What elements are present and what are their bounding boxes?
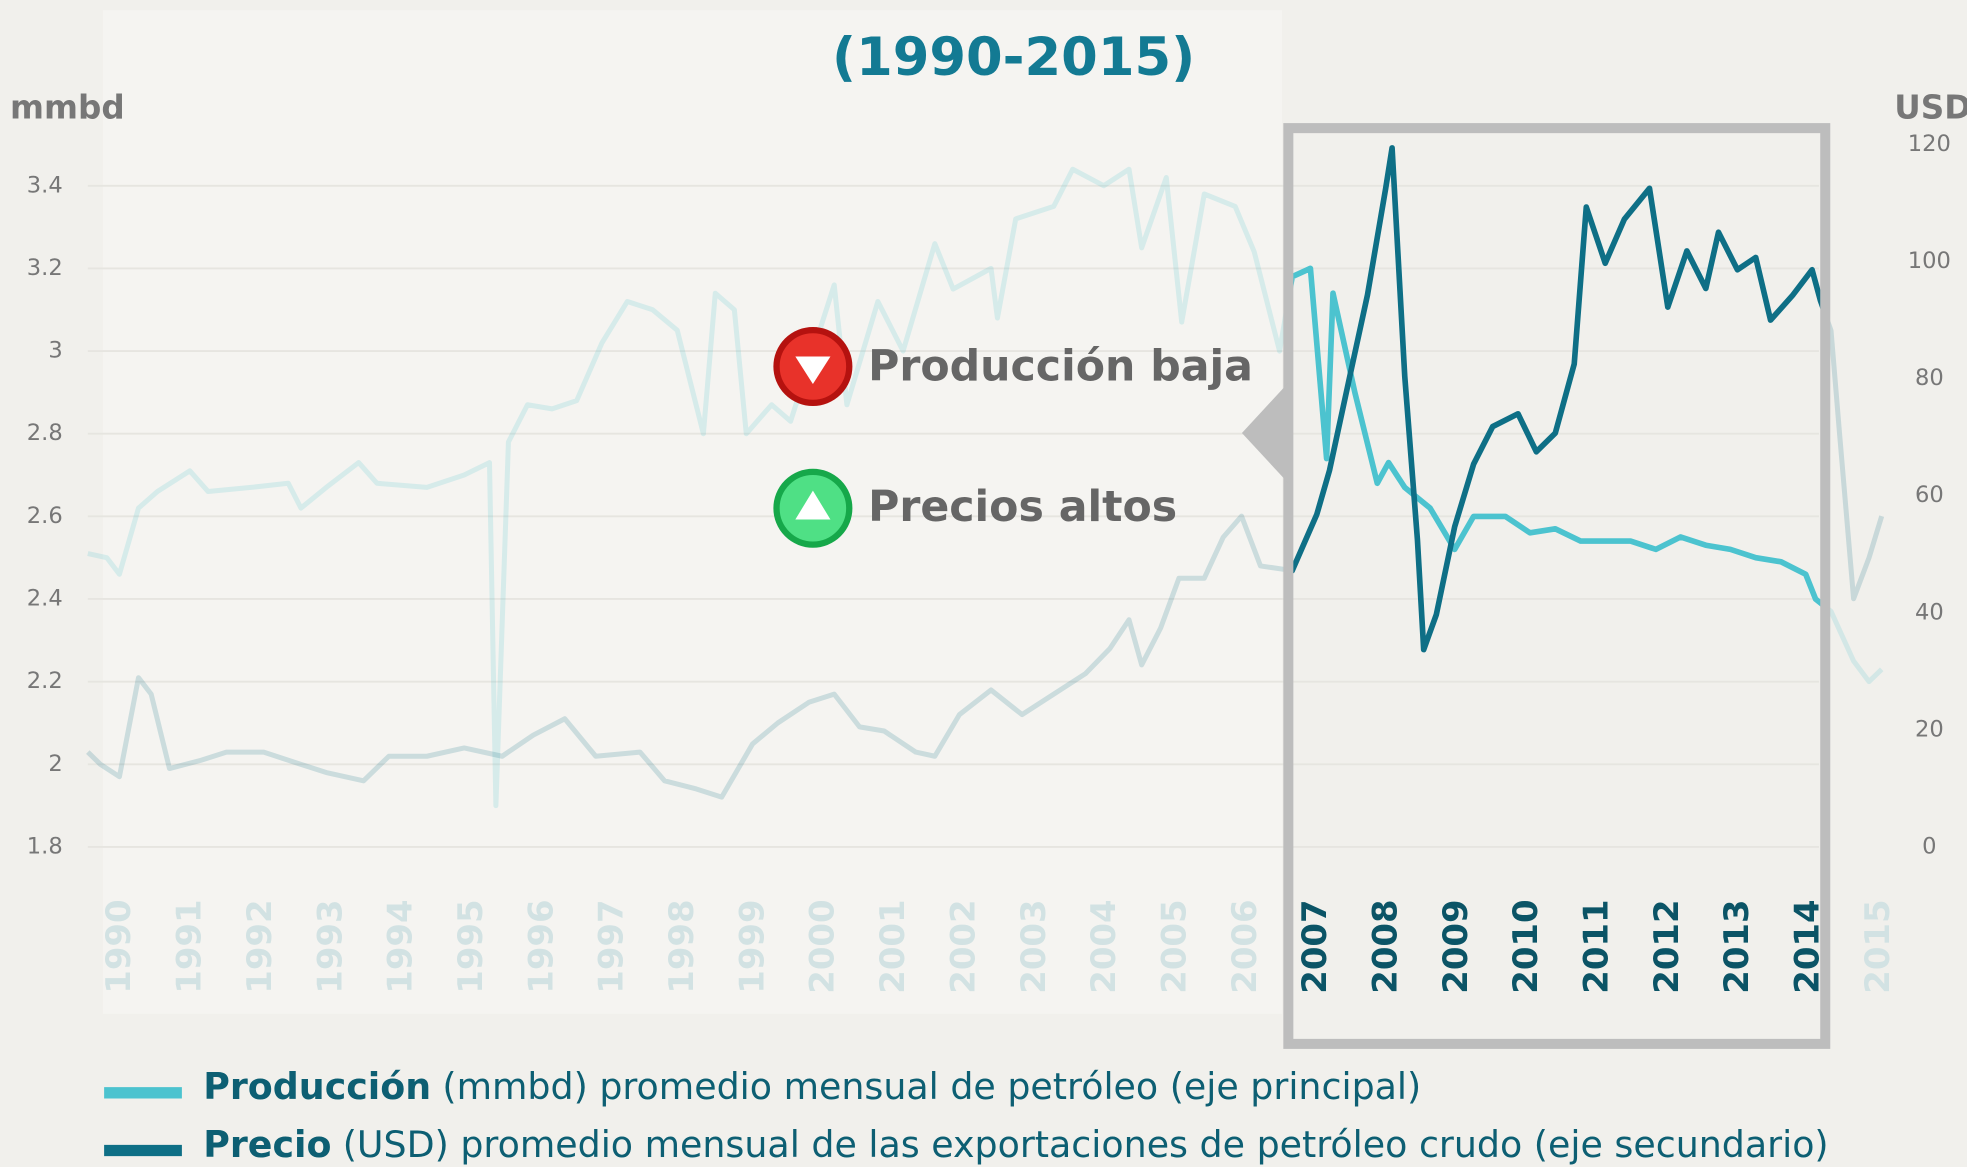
x-tick-label: 2015	[1858, 899, 1897, 993]
legend-name: Producción	[203, 1065, 431, 1108]
legend-text: (USD) promedio mensual de las exportacio…	[343, 1123, 1829, 1166]
x-tick-label: 1994	[381, 899, 420, 993]
y-tick-label: 2.4	[27, 585, 63, 611]
x-tick-label: 2002	[943, 899, 982, 993]
x-tick-label: 1996	[521, 899, 560, 993]
highlight-box	[1283, 123, 1831, 1049]
y-tick-label: 2.2	[27, 668, 63, 694]
x-tick-label: 2010	[1506, 899, 1545, 993]
legend-entry: Precio (USD) promedio mensual de las expo…	[203, 1123, 1828, 1166]
legend-name: Precio	[203, 1123, 331, 1166]
x-tick-label: 1998	[662, 899, 701, 993]
x-tick-label: 1991	[170, 899, 209, 993]
y-axis-label: mmbd	[10, 88, 125, 126]
x-tick-label: 2012	[1647, 899, 1686, 993]
y2-tick-label: 60	[1915, 482, 1944, 508]
y2-axis-label: USD	[1894, 88, 1967, 126]
x-tick-label: 1997	[592, 899, 631, 993]
x-tick-label: 2003	[1014, 899, 1053, 993]
x-tick-label: 2007	[1295, 899, 1334, 993]
y2-tick-label: 100	[1908, 248, 1951, 274]
down-icon	[773, 326, 853, 406]
legend-text: (mmbd) promedio mensual de petróleo (eje…	[442, 1065, 1421, 1108]
y-tick-label: 2	[48, 751, 62, 777]
y2-tick-label: 120	[1908, 131, 1951, 157]
y-tick-label: 1.8	[27, 833, 63, 859]
x-tick-label: 2006	[1225, 899, 1264, 993]
series-line	[1287, 145, 1822, 653]
y-tick-label: 2.6	[27, 503, 63, 529]
chart-title: (1990-2015)	[832, 27, 1195, 88]
x-tick-label: 1999	[732, 899, 771, 993]
x-tick-label: 1990	[99, 899, 138, 993]
y-tick-label: 3.2	[27, 255, 63, 281]
x-tick-label: 2005	[1154, 899, 1193, 993]
x-tick-label: 2009	[1436, 899, 1475, 993]
x-tick-label: 1993	[310, 899, 349, 993]
x-tick-label: 2004	[1084, 899, 1123, 993]
y2-tick-label: 20	[1915, 716, 1944, 742]
y-tick-label: 3.4	[27, 172, 63, 198]
x-tick-label: 2001	[873, 899, 912, 993]
x-tick-label: 1995	[451, 899, 490, 993]
annotation: Producción baja	[868, 341, 1253, 391]
y-tick-label: 3	[48, 338, 62, 364]
y2-tick-label: 0	[1922, 833, 1936, 859]
y-tick-label: 2.8	[27, 420, 63, 446]
legend-entry: Producción (mmbd) promedio mensual de pet…	[203, 1065, 1421, 1108]
y2-tick-label: 80	[1915, 365, 1944, 391]
x-tick-label: 2011	[1577, 899, 1616, 993]
x-tick-label: 2008	[1365, 899, 1404, 993]
x-tick-label: 2014	[1788, 899, 1827, 993]
x-tick-label: 2000	[803, 899, 842, 993]
annotation: Precios altos	[868, 482, 1177, 532]
y2-tick-label: 40	[1915, 599, 1944, 625]
series-line	[1287, 265, 1822, 608]
up-icon	[773, 468, 853, 548]
callout-pointer	[1241, 382, 1289, 484]
x-tick-label: 2013	[1717, 899, 1756, 993]
x-tick-label: 1992	[240, 899, 279, 993]
